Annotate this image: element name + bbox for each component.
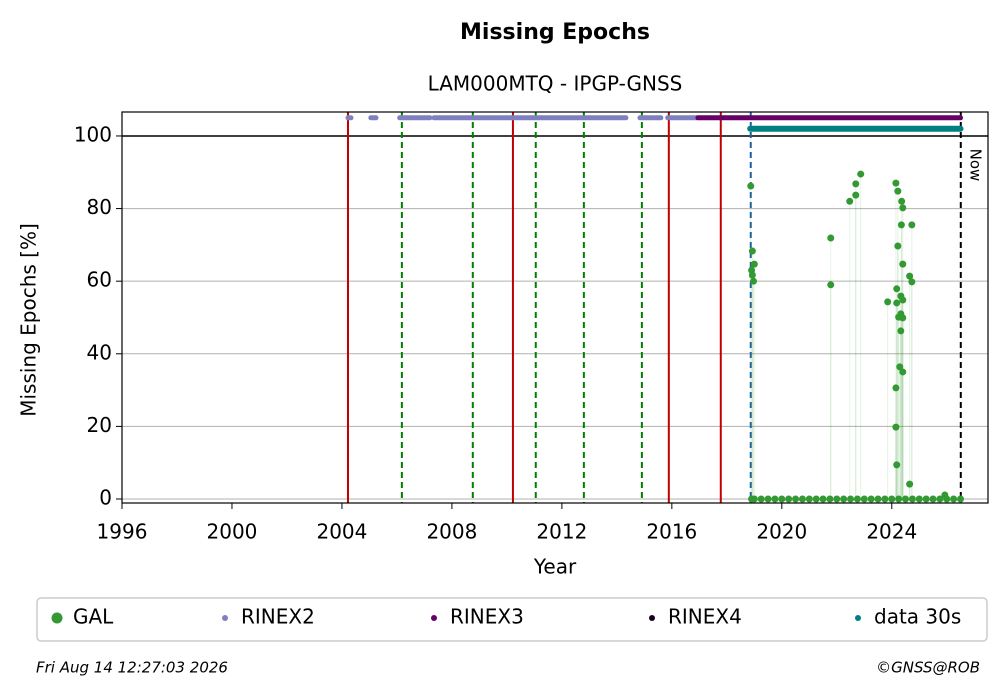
x-axis-label: Year: [533, 555, 577, 579]
legend-marker: [649, 615, 655, 621]
data-point: [827, 234, 835, 242]
x-tick-label: 2008: [426, 520, 477, 544]
legend-label: RINEX4: [668, 605, 742, 629]
legend-marker: [222, 615, 228, 621]
data-point: [874, 495, 882, 503]
x-tick-label: 2020: [756, 520, 807, 544]
data-point: [852, 180, 860, 188]
data-point: [750, 495, 758, 503]
data-point: [897, 221, 905, 229]
data-point: [892, 384, 900, 392]
data-point: [957, 495, 965, 503]
data-point: [893, 285, 901, 293]
plot-frame: [121, 111, 989, 504]
data-point: [895, 495, 903, 503]
data-point: [827, 281, 835, 289]
data-point: [840, 495, 848, 503]
data-point: [812, 495, 820, 503]
data-point: [833, 495, 841, 503]
data-point: [929, 495, 937, 503]
legend-label: data 30s: [874, 605, 961, 629]
chart-subtitle: LAM000MTQ - IPGP-GNSS: [428, 72, 683, 96]
legend-label: RINEX2: [241, 605, 315, 629]
data-point: [778, 495, 786, 503]
data-point: [894, 187, 902, 195]
y-tick-label: 20: [87, 413, 112, 437]
data-point: [881, 495, 889, 503]
y-tick-label: 80: [87, 195, 112, 219]
now-label: Now: [966, 149, 984, 182]
data-point: [748, 271, 756, 279]
footer-date: Fri Aug 14 12:27:03 2026: [36, 659, 228, 677]
legend-label: RINEX3: [450, 605, 524, 629]
chart-title: Missing Epochs: [460, 20, 650, 45]
y-tick-label: 0: [99, 486, 112, 510]
y-axis-label: Missing Epochs [%]: [17, 223, 41, 417]
data-point: [785, 495, 793, 503]
legend-label: GAL: [73, 605, 114, 629]
data-point: [826, 495, 834, 503]
x-tick-label: 2000: [207, 520, 258, 544]
data-point: [888, 495, 896, 503]
data-point: [860, 495, 868, 503]
data-point: [899, 368, 907, 376]
x-tick-label: 2012: [536, 520, 587, 544]
data-point: [867, 495, 875, 503]
data-point: [906, 272, 914, 280]
legend-box: [36, 597, 988, 642]
x-tick-label: 1996: [97, 520, 148, 544]
data-point: [899, 314, 907, 322]
data-point: [749, 277, 757, 285]
data-point: [805, 495, 813, 503]
data-point: [757, 495, 765, 503]
data-point: [857, 170, 865, 178]
data-point: [798, 495, 806, 503]
data-point: [941, 491, 949, 499]
data-point: [899, 260, 907, 268]
y-tick-label: 40: [87, 340, 112, 364]
x-tick-label: 2016: [646, 520, 697, 544]
data-point: [750, 260, 758, 268]
data-point: [922, 495, 930, 503]
data-point: [902, 495, 910, 503]
data-point: [899, 296, 907, 304]
data-point: [771, 495, 779, 503]
y-tick-label: 60: [87, 268, 112, 292]
y-tick-label: 100: [74, 122, 112, 146]
data-point: [897, 327, 905, 335]
data-point: [819, 495, 827, 503]
data-point: [748, 247, 756, 255]
data-point: [853, 495, 861, 503]
data-point: [764, 495, 772, 503]
data-point: [950, 495, 958, 503]
data-point: [884, 298, 892, 306]
data-point: [936, 495, 944, 503]
data-point: [747, 182, 755, 190]
data-point: [915, 495, 923, 503]
data-point: [898, 197, 906, 205]
data-point: [899, 204, 907, 212]
data-point: [896, 363, 904, 371]
data-point: [908, 221, 916, 229]
data-point: [893, 299, 901, 307]
legend-marker: [431, 615, 437, 621]
data-point: [892, 179, 900, 187]
data-point: [892, 423, 900, 431]
data-point: [906, 480, 914, 488]
data-point: [846, 197, 854, 205]
footer-copyright: ©GNSS@ROB: [876, 659, 980, 677]
data-point: [894, 242, 902, 250]
data-point: [847, 495, 855, 503]
data-point: [908, 278, 916, 286]
data-point: [792, 495, 800, 503]
legend-marker: [855, 615, 861, 621]
data-point: [893, 461, 901, 469]
data-point: [908, 495, 916, 503]
x-tick-label: 2024: [866, 520, 917, 544]
x-tick-label: 2004: [316, 520, 367, 544]
legend-marker: [51, 612, 63, 624]
data-point: [852, 191, 860, 199]
